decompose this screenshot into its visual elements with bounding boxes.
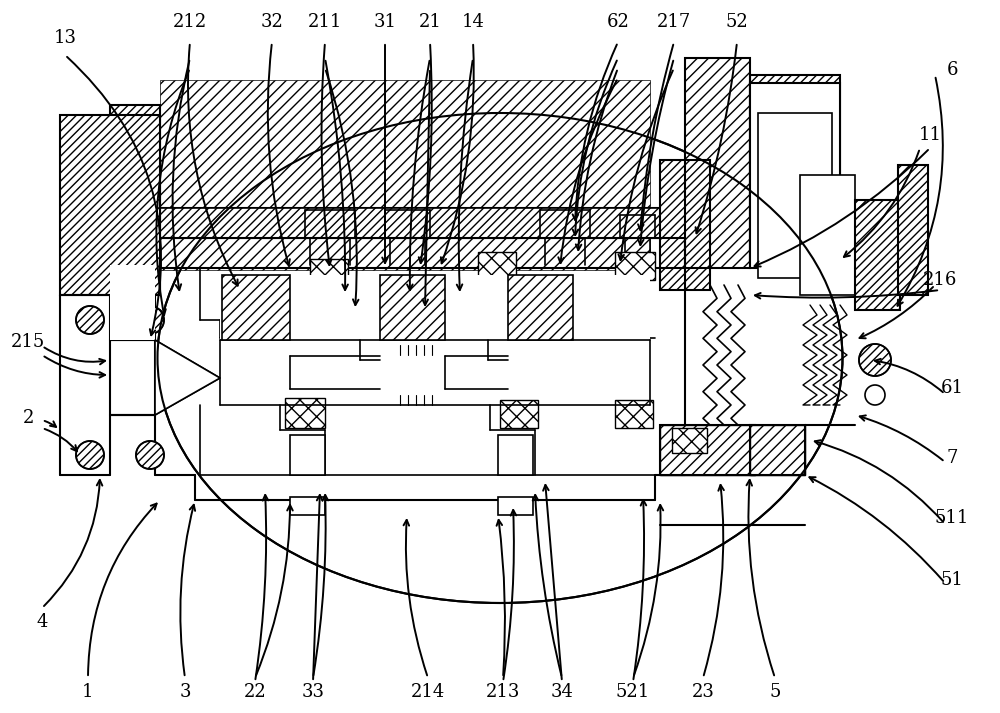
Text: 7: 7 [946,449,958,467]
Polygon shape [155,340,220,415]
Bar [672,428,707,453]
Text: 51: 51 [941,571,963,589]
Text: 521: 521 [616,683,650,701]
Text: 213: 213 [486,683,520,701]
Bar [290,435,325,475]
Circle shape [865,385,885,405]
Bar [160,80,650,270]
Text: 34: 34 [551,683,573,701]
Bar [110,105,160,290]
Text: 31: 31 [374,13,396,31]
Circle shape [136,441,164,469]
Circle shape [76,441,104,469]
Bar [615,400,653,428]
Text: 2: 2 [22,409,34,427]
Text: 217: 217 [657,13,691,31]
Bar [750,75,840,260]
Text: 52: 52 [726,13,748,31]
Text: 11: 11 [918,126,942,144]
Bar [110,265,155,340]
Bar [60,115,160,295]
Bar [60,115,160,295]
Text: 4: 4 [36,613,48,631]
Polygon shape [155,340,220,415]
Bar [498,497,533,515]
Text: 215: 215 [11,333,45,351]
Bar [660,425,755,475]
Text: 13: 13 [54,29,76,47]
Bar [855,200,900,310]
Circle shape [76,306,104,334]
Text: 1: 1 [82,683,94,701]
Text: 32: 32 [261,13,283,31]
Bar [660,160,710,290]
Bar [380,275,445,340]
Bar [750,425,805,475]
Text: 212: 212 [173,13,207,31]
Bar [220,275,650,340]
Bar [310,259,348,285]
Text: 33: 33 [302,683,324,701]
Text: 211: 211 [308,13,342,31]
Text: 62: 62 [607,13,629,31]
Bar [290,497,325,515]
Bar [750,425,805,475]
Bar [498,435,533,475]
Circle shape [136,306,164,334]
Circle shape [859,344,891,376]
Text: 511: 511 [935,509,969,527]
Bar [758,113,832,278]
Text: 14: 14 [462,13,484,31]
Text: 6: 6 [946,61,958,79]
Text: 21: 21 [419,13,441,31]
Text: 216: 216 [923,271,957,289]
Bar [110,105,160,290]
Bar [750,75,840,260]
Bar [660,425,755,475]
Text: 214: 214 [411,683,445,701]
Bar [508,275,573,340]
Text: 22: 22 [244,683,266,701]
Text: 61: 61 [940,379,964,397]
Bar [898,165,928,295]
Bar [660,160,710,290]
Text: 23: 23 [692,683,714,701]
Bar [800,175,855,295]
Bar [155,208,685,238]
Bar [285,398,325,428]
Bar [155,208,685,238]
Bar [500,400,538,428]
Text: 3: 3 [179,683,191,701]
Bar [855,200,900,310]
Bar [750,83,840,268]
Bar [685,58,750,268]
Bar [685,58,750,268]
Bar [898,165,928,295]
Bar [478,252,516,280]
Bar [615,252,655,280]
Text: 5: 5 [769,683,781,701]
Bar [222,275,290,340]
